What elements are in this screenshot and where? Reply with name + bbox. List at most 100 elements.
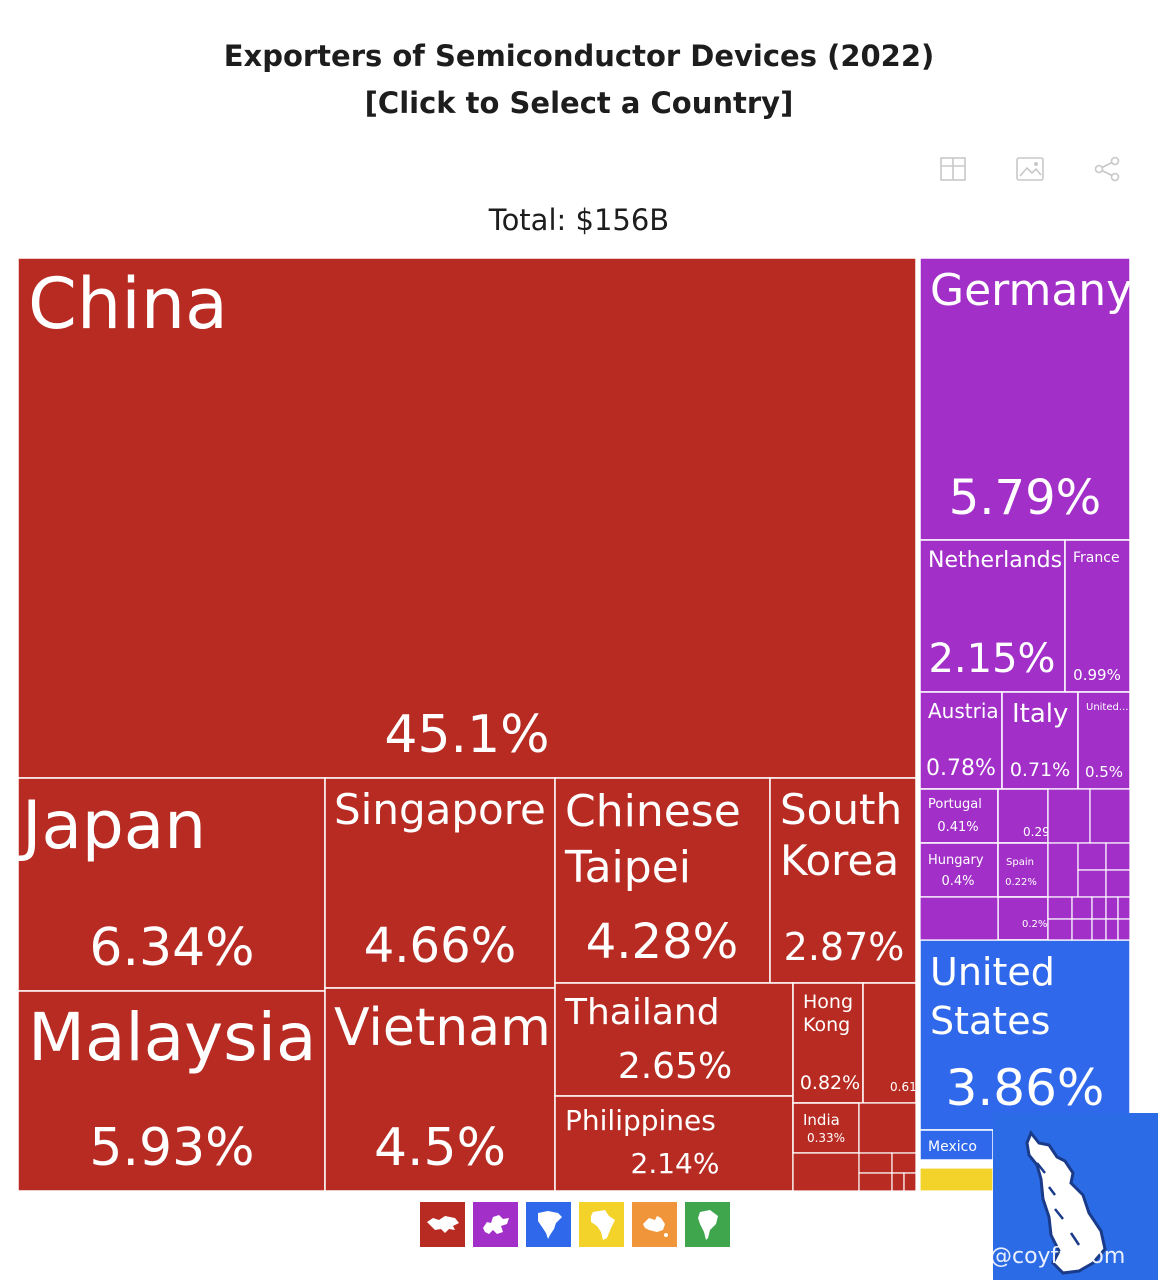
wolf-logo <box>993 1113 1158 1280</box>
europe-map-icon[interactable] <box>473 1202 518 1247</box>
tile-value-india: 0.33% <box>807 1131 845 1145</box>
small-tile[interactable] <box>858 1152 893 1174</box>
tile-malaysia[interactable] <box>17 990 326 1192</box>
tile-south-korea[interactable] <box>769 777 917 984</box>
small-tile[interactable] <box>903 1172 917 1192</box>
tile-label-chinese-taipei-2: Taipei <box>564 842 691 893</box>
small-tile[interactable] <box>919 896 999 941</box>
tile-china[interactable] <box>17 257 917 779</box>
tile-label-spain: Spain <box>1006 857 1034 868</box>
tile-value-france: 0.99% <box>1073 666 1121 684</box>
tile-netherlands[interactable] <box>919 539 1066 693</box>
small-tile[interactable] <box>858 1102 917 1154</box>
tile-value-portugal: 0.41% <box>937 820 978 835</box>
share-icon[interactable] <box>1090 152 1124 186</box>
tile-value-spain: 0.22% <box>1005 877 1037 888</box>
tile-germany[interactable] <box>919 257 1131 541</box>
tile-philippines[interactable] <box>554 1095 794 1192</box>
tile-chinese-taipei[interactable] <box>554 777 771 984</box>
tile-label-austria: Austria <box>928 699 999 723</box>
tile-value-hong-kong: 0.82% <box>800 1072 860 1094</box>
small-tile[interactable] <box>1117 918 1131 941</box>
table-icon[interactable] <box>936 152 970 186</box>
tile-label-hungary: Hungary <box>928 853 984 868</box>
tile-label-united: United... <box>1086 702 1128 713</box>
region-legend <box>420 1202 730 1247</box>
tile-value-netherlands: 2.15% <box>928 636 1055 682</box>
small-tile[interactable] <box>1077 842 1107 871</box>
tile-portugal[interactable] <box>919 788 999 844</box>
total-label: Total: $156B <box>488 203 670 237</box>
chart-subtitle: [Click to Select a Country] <box>364 86 794 120</box>
small-tile[interactable] <box>1047 788 1091 844</box>
watermark-text: @coyfx.com <box>990 1244 1126 1269</box>
tile-value-united-states: 3.86% <box>946 1059 1105 1117</box>
small-tile[interactable] <box>1077 869 1107 898</box>
small-tile[interactable] <box>1105 869 1131 898</box>
tile-italy[interactable] <box>1001 691 1079 790</box>
small-tile[interactable] <box>1105 896 1119 920</box>
tile-value-italy: 0.71% <box>1010 759 1070 781</box>
tile-tile-0-61[interactable] <box>862 982 917 1104</box>
small-tile[interactable] <box>1047 842 1079 898</box>
tile-value-china: 45.1% <box>384 705 549 765</box>
oceania-map-icon[interactable] <box>632 1202 677 1247</box>
tile-vietnam[interactable] <box>324 987 556 1192</box>
small-tile[interactable] <box>1105 918 1119 941</box>
tile-austria[interactable] <box>919 691 1003 790</box>
small-tile[interactable] <box>1105 842 1131 871</box>
tile-label-hong-kong-2: Kong <box>803 1014 850 1036</box>
tile-value-austria: 0.78% <box>926 756 996 781</box>
tile-label-united-states: United <box>930 950 1055 994</box>
north-america-map-icon[interactable] <box>526 1202 571 1247</box>
small-tile[interactable] <box>919 1167 994 1192</box>
tile-label-thailand: Thailand <box>564 992 720 1033</box>
south-america-map-icon[interactable] <box>685 1202 730 1247</box>
tile-value-philippines: 2.14% <box>631 1147 720 1180</box>
small-tile[interactable] <box>1117 896 1131 920</box>
tile-tile-0-29[interactable] <box>997 788 1049 844</box>
africa-map-icon[interactable] <box>579 1202 624 1247</box>
tile-label-united-states-2: States <box>930 999 1050 1043</box>
tile-mexico[interactable] <box>919 1129 994 1161</box>
tile-value-singapore: 4.66% <box>364 918 516 974</box>
small-tile[interactable] <box>1091 918 1107 941</box>
tile-india[interactable] <box>792 1102 860 1154</box>
image-icon[interactable] <box>1013 152 1047 186</box>
chart-title: Exporters of Semiconductor Devices (2022… <box>223 39 935 73</box>
tile-label-hong-kong: Hong <box>803 991 853 1013</box>
tile-hungary[interactable] <box>919 842 999 898</box>
small-tile[interactable] <box>891 1172 905 1192</box>
tile-label-philippines: Philippines <box>565 1104 716 1137</box>
small-tile[interactable] <box>1089 788 1131 844</box>
tile-france[interactable] <box>1064 539 1131 693</box>
small-tile[interactable] <box>1071 896 1093 920</box>
small-tile[interactable] <box>792 1152 860 1192</box>
small-tile[interactable] <box>1071 918 1093 941</box>
tile-value-malaysia: 5.93% <box>89 1118 254 1178</box>
tile-japan[interactable] <box>17 777 326 992</box>
tile-value-chinese-taipei: 4.28% <box>586 914 738 970</box>
tile-value-tile-0-61: 0.61% <box>890 1080 928 1094</box>
tile-label-portugal: Portugal <box>928 797 982 812</box>
small-tile[interactable] <box>858 1172 893 1192</box>
tile-value-germany: 5.79% <box>949 470 1101 526</box>
tile-spain[interactable] <box>997 842 1049 898</box>
tile-label-mexico: Mexico <box>928 1139 977 1155</box>
tile-label-south-korea: South <box>780 785 902 834</box>
tile-value-united: 0.5% <box>1085 763 1123 781</box>
tile-value-hungary: 0.4% <box>941 874 974 889</box>
tile-label-vietnam: Vietnam <box>334 998 551 1058</box>
small-tile[interactable] <box>1047 918 1073 941</box>
tile-label-chinese-taipei: Chinese <box>565 786 741 837</box>
asia-map-icon[interactable] <box>420 1202 465 1247</box>
small-tile[interactable] <box>891 1152 917 1174</box>
tile-tile-0-2[interactable] <box>997 896 1049 941</box>
tile-label-netherlands: Netherlands <box>928 548 1062 573</box>
tile-label-italy: Italy <box>1012 699 1068 729</box>
tile-united-states[interactable] <box>919 939 1131 1131</box>
small-tile[interactable] <box>1047 896 1073 920</box>
small-tile[interactable] <box>1091 896 1107 920</box>
tile-united[interactable] <box>1077 691 1131 790</box>
